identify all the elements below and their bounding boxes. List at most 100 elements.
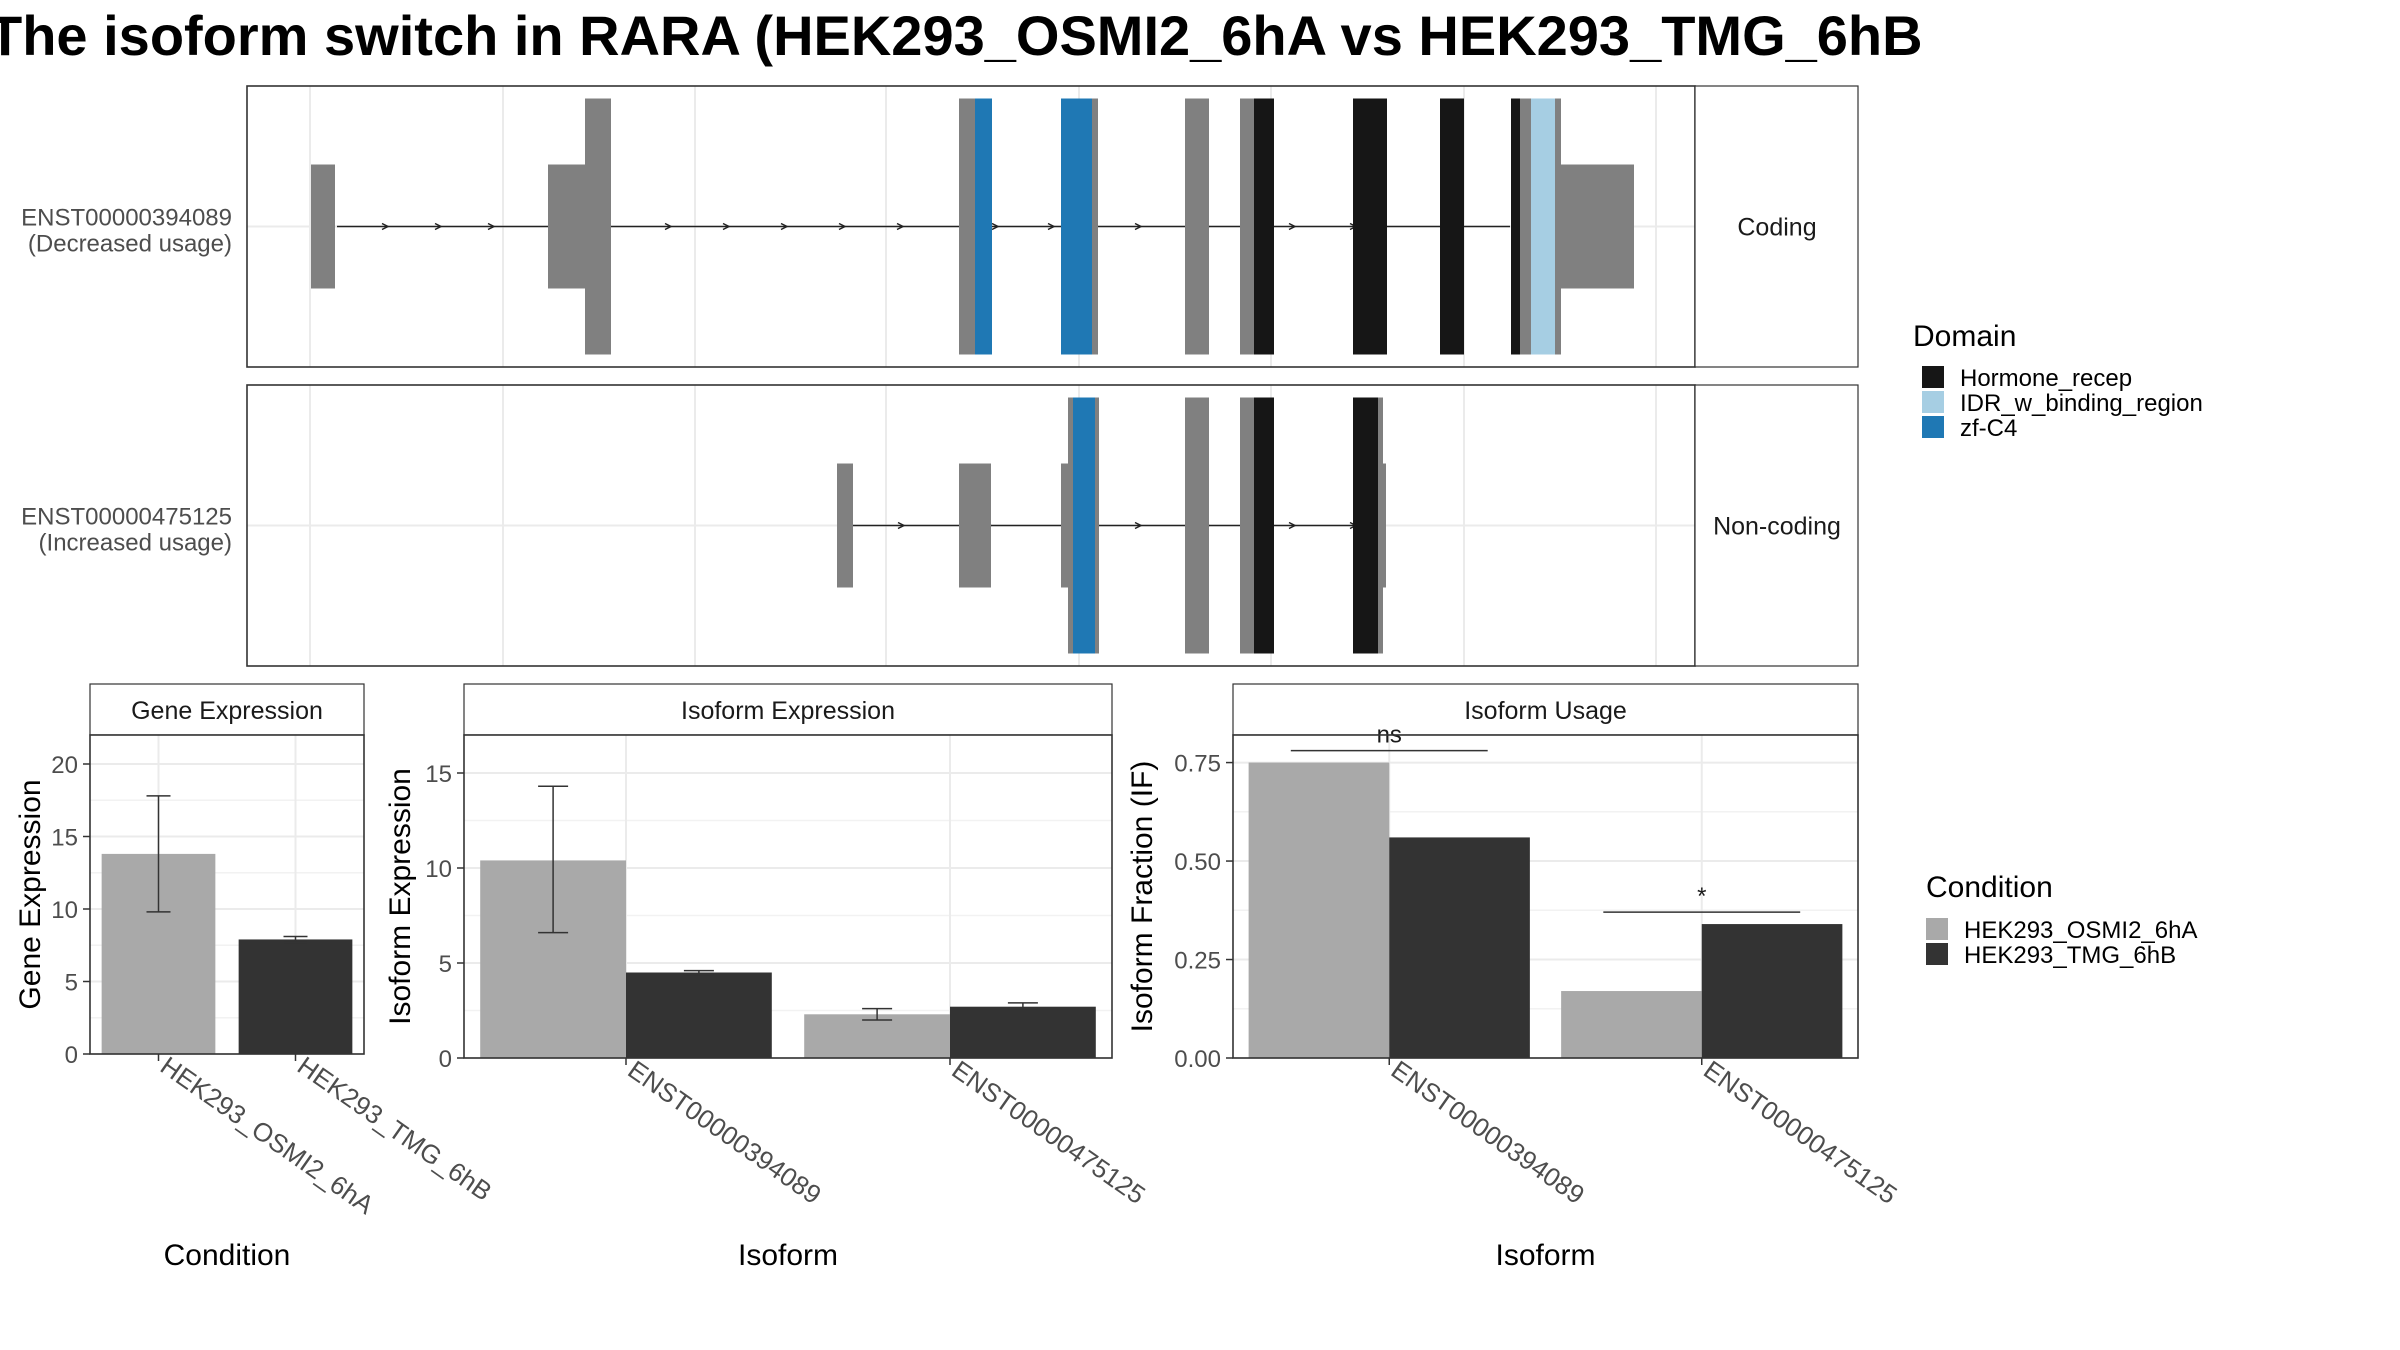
bar xyxy=(238,939,353,1054)
domain-segment xyxy=(1353,397,1379,654)
facet-strip xyxy=(1694,384,1859,667)
domain-segment xyxy=(1071,397,1097,654)
domain-segment xyxy=(1440,98,1464,355)
bar xyxy=(1561,991,1702,1058)
exon xyxy=(1185,98,1209,355)
x-tick-label: ENST00000394089 xyxy=(623,1054,827,1210)
legend-label-condition-a: HEK293_OSMI2_6hA xyxy=(1964,917,2197,944)
exon xyxy=(311,164,335,289)
transcript-structure-panel: Coding ENST00000394089(Decreased usage) No… xyxy=(21,85,1859,667)
y-axis-title: Isoform Fraction (IF) xyxy=(1126,761,1159,1033)
facet-strip xyxy=(1694,85,1859,368)
x-tick-label: ENST00000475125 xyxy=(947,1054,1151,1210)
exon xyxy=(1381,463,1386,588)
direction-arrow xyxy=(487,222,496,231)
bar xyxy=(1248,762,1390,1058)
direction-arrow xyxy=(434,222,443,231)
y-tick-label: 5 xyxy=(65,970,78,997)
bar-chart-panels: Gene Expression05101520HEK293_OSMI2_6hAH… xyxy=(14,683,1903,1272)
exon xyxy=(837,463,853,588)
x-tick-label: ENST00000475125 xyxy=(1698,1054,1902,1210)
legend-swatch-idr xyxy=(1922,391,1944,413)
bar xyxy=(1701,924,1843,1058)
x-axis-title: Condition xyxy=(164,1239,291,1272)
legend-label-idr: IDR_w_binding_region xyxy=(1960,390,2203,417)
isoform-usage-label: (Decreased usage) xyxy=(28,231,232,258)
legend-swatch-condition-a xyxy=(1926,918,1948,940)
direction-arrow xyxy=(1134,521,1143,530)
domain-segment xyxy=(975,98,992,355)
condition-legend: Condition HEK293_OSMI2_6hA HEK293_TMG_6h… xyxy=(1926,871,2197,969)
y-tick-label: 0.50 xyxy=(1174,849,1221,876)
y-tick-label: 0.75 xyxy=(1174,751,1221,778)
panel-iso_expr: Isoform Expression 0 5 10 15 ENST00000394089 E… xyxy=(384,683,1151,1272)
exon xyxy=(1520,98,1531,355)
direction-arrow xyxy=(838,222,847,231)
legend-label-condition-b: HEK293_TMG_6hB xyxy=(1964,942,2176,969)
panel-border xyxy=(1232,734,1859,1059)
legend-label-hormone-recep: Hormone_recep xyxy=(1960,365,2132,392)
legend-label-zf-c4: zf-C4 xyxy=(1960,415,2017,442)
y-tick-label: 10 xyxy=(51,897,78,924)
direction-arrow xyxy=(1288,222,1297,231)
legend-swatch-zf-c4 xyxy=(1922,416,1944,438)
y-tick-label: 10 xyxy=(425,856,452,883)
exon xyxy=(1185,397,1209,654)
y-axis-title: Isoform Expression xyxy=(384,768,417,1025)
domain-segment xyxy=(1254,397,1274,654)
domain-segment xyxy=(1531,98,1555,355)
bar xyxy=(626,972,772,1058)
y-tick-label: 20 xyxy=(51,752,78,779)
isoform-row-ENST00000475125: Non-coding ENST00000475125(Increased usag… xyxy=(21,384,1859,667)
direction-arrow xyxy=(1134,222,1143,231)
panel-iso_usage: Isoform Usage0.000.250.500.75ns*ENST0000… xyxy=(1126,683,1903,1272)
domain-segment xyxy=(1254,98,1274,355)
domain-segment xyxy=(1061,98,1095,355)
direction-arrow xyxy=(897,521,906,530)
direction-arrow xyxy=(780,222,789,231)
condition-legend-title: Condition xyxy=(1926,871,2053,904)
direction-arrow xyxy=(1047,222,1056,231)
direction-arrow xyxy=(896,222,905,231)
figure-title: The isoform switch in RARA (HEK293_OSMI2… xyxy=(0,4,1923,67)
y-tick-label: 5 xyxy=(439,951,452,978)
direction-arrow xyxy=(1288,521,1297,530)
x-tick-label: ENST00000394089 xyxy=(1386,1054,1590,1210)
isoform-row-ENST00000394089: Coding ENST00000394089(Decreased usage) xyxy=(21,85,1859,368)
strip-label: Gene Expression xyxy=(131,697,323,725)
exon xyxy=(1068,397,1073,654)
y-tick-label: 0 xyxy=(439,1046,452,1073)
direction-arrow xyxy=(381,222,390,231)
bar xyxy=(950,1006,1096,1058)
direction-arrow xyxy=(722,222,731,231)
isoform-usage-label: (Increased usage) xyxy=(39,530,232,557)
domain-legend-title: Domain xyxy=(1913,320,2016,353)
exon xyxy=(1095,397,1099,654)
exon xyxy=(585,98,611,355)
isoform-id-label: ENST00000475125 xyxy=(21,504,232,531)
exon xyxy=(959,463,991,588)
legend-swatch-condition-b xyxy=(1926,943,1948,965)
significance-label: * xyxy=(1697,883,1706,910)
domain-segment xyxy=(1353,98,1387,355)
exon xyxy=(959,98,977,355)
y-tick-label: 0.00 xyxy=(1174,1046,1221,1073)
bar xyxy=(1389,837,1530,1058)
y-tick-label: 0 xyxy=(65,1042,78,1069)
bar xyxy=(804,1014,950,1058)
facet-label: Coding xyxy=(1737,214,1816,242)
x-axis-title: Isoform xyxy=(738,1239,838,1272)
exon xyxy=(1558,164,1634,289)
direction-arrow xyxy=(664,222,673,231)
panel-border xyxy=(463,734,1113,1059)
exon xyxy=(1240,397,1254,654)
strip-label: Isoform Expression xyxy=(681,697,895,725)
direction-arrow xyxy=(991,222,1000,231)
strip-header xyxy=(89,683,365,736)
exon xyxy=(1092,98,1098,355)
y-tick-label: 15 xyxy=(51,825,78,852)
exon xyxy=(1378,397,1383,654)
panel-border xyxy=(89,734,365,1055)
y-tick-label: 0.25 xyxy=(1174,948,1221,975)
